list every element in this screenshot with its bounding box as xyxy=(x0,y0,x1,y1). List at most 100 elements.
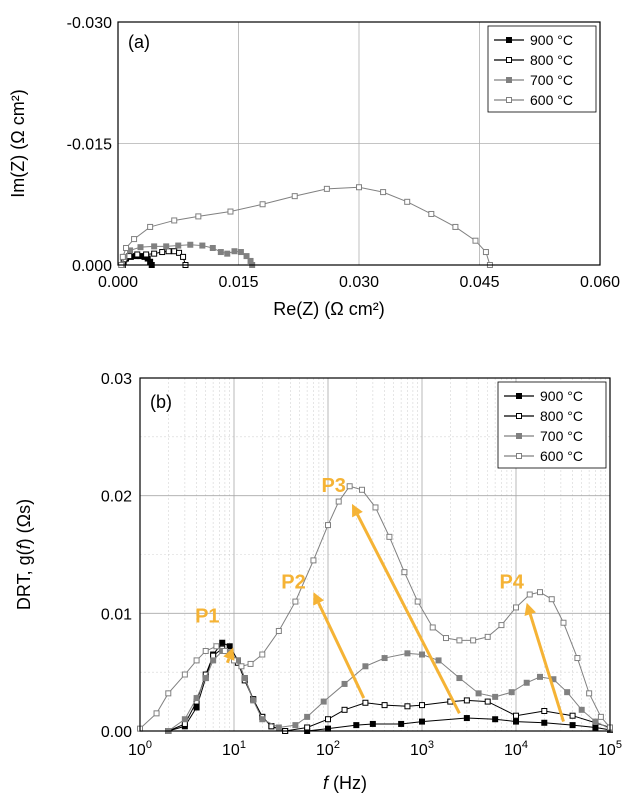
b-point-2-2 xyxy=(193,695,200,702)
b-point-1-15 xyxy=(341,706,348,713)
b-point-3-36 xyxy=(597,713,604,720)
b-y-axis-label: DRT, g(f) (Ωs) xyxy=(14,499,34,610)
b-point-1-14 xyxy=(325,716,331,723)
b-peak-label-p3: P3 xyxy=(321,475,345,497)
b-point-0-21 xyxy=(513,718,519,725)
b-arrow-shaft-2 xyxy=(356,513,461,715)
b-x-tick-label-4: 104 xyxy=(504,739,528,759)
b-point-3-35 xyxy=(586,690,593,697)
b-point-2-9 xyxy=(250,697,257,704)
b-point-3-14 xyxy=(310,557,317,564)
b-point-1-16 xyxy=(362,699,369,706)
b-point-2-28 xyxy=(564,689,571,696)
a-point-1-8 xyxy=(171,248,178,255)
b-point-0-5 xyxy=(219,639,226,646)
b-legend-marker-1 xyxy=(516,413,522,419)
a-x-tick-label-2: 0.030 xyxy=(339,274,379,291)
b-point-3-31 xyxy=(536,589,543,596)
a-point-3-8 xyxy=(259,201,266,208)
b-point-2-26 xyxy=(536,673,543,680)
a-legend-label-0: 900 °C xyxy=(530,32,573,48)
b-point-3-29 xyxy=(513,604,519,611)
b-point-3-11 xyxy=(259,651,266,658)
b-x-tick-label-0: 100 xyxy=(128,739,152,759)
b-point-2-18 xyxy=(404,650,411,657)
a-point-2-5 xyxy=(163,243,170,250)
a-axes-frame xyxy=(117,21,601,266)
a-y-axis-label: Im(Z) (Ω cm²) xyxy=(8,89,28,197)
a-point-1-7 xyxy=(165,248,172,255)
b-point-0-17 xyxy=(398,720,405,727)
a-point-3-7 xyxy=(227,208,234,215)
a-legend-marker-3 xyxy=(506,97,512,103)
b-peak-label-p4: P4 xyxy=(499,572,524,594)
a-point-2-14 xyxy=(243,253,250,260)
a-legend-marker-2 xyxy=(506,77,512,83)
b-point-1-17 xyxy=(381,702,388,709)
b-point-3-22 xyxy=(414,598,421,605)
b-point-2-12 xyxy=(292,722,299,729)
b-point-0-23 xyxy=(569,722,576,729)
b-point-3-3 xyxy=(181,671,188,678)
b-point-3-4 xyxy=(193,657,200,664)
b-point-3-5 xyxy=(202,647,209,654)
b-point-0-16 xyxy=(369,720,376,727)
a-point-2-6 xyxy=(175,242,182,249)
a-point-3-16 xyxy=(472,237,479,244)
b-point-2-22 xyxy=(475,690,482,697)
a-point-2-9 xyxy=(209,244,216,251)
a-point-2-13 xyxy=(237,249,244,256)
b-point-2-14 xyxy=(320,698,327,705)
b-point-3-2 xyxy=(165,690,172,697)
b-point-2-3 xyxy=(202,675,209,682)
a-point-2-10 xyxy=(217,249,224,256)
a-y-tick-label-1: -0.015 xyxy=(67,137,112,154)
b-point-3-17 xyxy=(346,483,353,490)
b-point-1-25 xyxy=(569,712,576,719)
b-point-2-24 xyxy=(508,689,515,696)
b-point-1-24 xyxy=(541,707,548,714)
a-point-3-4 xyxy=(147,223,154,230)
b-point-3-16 xyxy=(335,498,342,505)
b-point-0-20 xyxy=(492,716,499,723)
b-point-1-23 xyxy=(513,712,519,719)
b-point-0-22 xyxy=(541,719,548,726)
a-x-tick-label-3: 0.045 xyxy=(459,274,499,291)
a-legend-marker-1 xyxy=(506,57,512,63)
b-panel-label: (b) xyxy=(150,392,172,412)
b-point-3-23 xyxy=(429,624,436,631)
b-point-2-11 xyxy=(275,724,282,731)
b-x-tick-label-1: 101 xyxy=(222,739,246,759)
b-point-0-19 xyxy=(463,715,470,722)
b-y-tick-label-1: 0.01 xyxy=(101,606,132,623)
b-x-tick-label-2: 102 xyxy=(316,739,340,759)
b-point-2-17 xyxy=(381,655,388,662)
b-point-1-18 xyxy=(404,703,411,710)
b-point-3-13 xyxy=(292,598,299,605)
a-point-1-4 xyxy=(143,251,150,258)
b-point-3-21 xyxy=(401,569,408,576)
b-point-2-19 xyxy=(419,651,425,658)
b-point-3-6 xyxy=(213,643,220,650)
a-point-1-3 xyxy=(134,251,141,258)
b-legend-label-3: 600 °C xyxy=(540,448,583,464)
b-point-3-7 xyxy=(221,647,228,654)
b-point-3-26 xyxy=(470,637,477,644)
a-point-1-5 xyxy=(151,250,158,257)
b-x-tick-label-5: 105 xyxy=(598,739,622,759)
b-point-3-10 xyxy=(247,660,254,667)
a-point-3-1 xyxy=(119,253,126,260)
b-point-2-4 xyxy=(210,657,217,664)
a-x-tick-label-4: 0.060 xyxy=(580,274,620,291)
b-point-0-14 xyxy=(325,725,331,732)
b-point-0-18 xyxy=(419,718,425,725)
b-point-2-10 xyxy=(259,716,266,723)
a-point-2-12 xyxy=(231,248,238,255)
a-x-axis-label: Re(Z) (Ω cm²) xyxy=(273,299,384,319)
b-point-3-27 xyxy=(484,633,491,640)
b-point-3-34 xyxy=(574,655,581,662)
b-point-3-24 xyxy=(442,635,449,642)
a-point-1-6 xyxy=(159,249,166,256)
b-point-2-23 xyxy=(492,693,499,700)
